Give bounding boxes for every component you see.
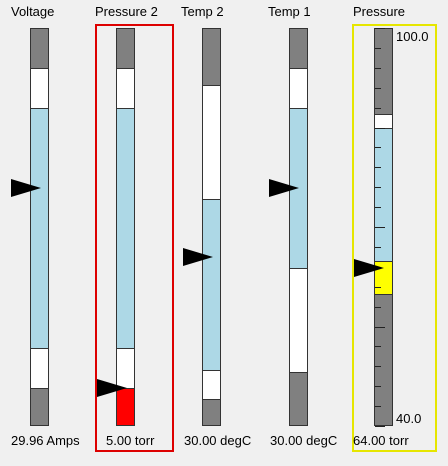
gauge-title: Voltage	[11, 4, 55, 19]
scale-tick	[375, 227, 385, 228]
scale-tick	[375, 366, 381, 367]
gauge-title: Pressure	[353, 4, 406, 19]
gauge-value: 29.96 Amps	[11, 433, 80, 448]
scale-tick	[375, 247, 381, 248]
normal-band	[203, 200, 220, 371]
warning-low-band	[31, 349, 48, 389]
scale-max-label: 100.0	[396, 29, 429, 44]
gauge-pressure[interactable]: Pressure 100.0 40.0 64.00 torr	[350, 0, 448, 466]
alarm-low-band	[203, 400, 220, 425]
alarm-low-band	[290, 373, 307, 425]
gauge-value: 64.00 torr	[353, 433, 409, 448]
scale-tick	[375, 346, 381, 347]
value-pointer-icon	[97, 379, 127, 397]
gauge-value: 30.00 degC	[270, 433, 338, 448]
highlight-frame	[352, 24, 437, 452]
alarm-high-band	[290, 29, 307, 69]
gauge-bar	[202, 28, 221, 426]
scale-tick	[375, 88, 381, 89]
scale-tick	[375, 386, 381, 387]
gauge-bar	[116, 28, 135, 426]
gauge-title: Temp 1	[268, 4, 311, 19]
warning-high-band	[290, 69, 307, 109]
scale-min-label: 40.0	[396, 411, 422, 426]
warning-high-band	[203, 86, 220, 200]
gauge-temp-1[interactable]: Temp 1 30.00 degC	[268, 0, 358, 466]
value-pointer-icon	[183, 248, 213, 266]
scale-tick	[375, 147, 381, 148]
alarm-high-band	[31, 29, 48, 69]
alarm-low-band	[31, 389, 48, 425]
alarm-high-band	[117, 29, 134, 69]
gauge-value: 5.00 torr	[106, 433, 155, 448]
value-pointer-icon	[269, 179, 299, 197]
scale-tick	[375, 68, 381, 69]
warning-high-band	[375, 115, 392, 129]
gauge-bar	[30, 28, 49, 426]
scale-tick	[375, 128, 385, 129]
gauge-temp-2[interactable]: Temp 2 30.00 degC	[180, 0, 270, 466]
scale-tick	[375, 207, 381, 208]
scale-tick	[375, 307, 381, 308]
scale-tick	[375, 426, 385, 427]
gauge-title: Temp 2	[181, 4, 224, 19]
gauge-pressure-2[interactable]: Pressure 2 5.00 torr	[90, 0, 180, 466]
alarm-high-band	[375, 29, 392, 115]
scale-tick	[375, 187, 381, 188]
scale-tick	[375, 287, 381, 288]
selection-frame	[95, 24, 174, 452]
normal-band	[375, 129, 392, 262]
value-pointer-icon	[11, 179, 41, 197]
alarm-low-fill	[117, 389, 134, 425]
scale-tick	[375, 167, 381, 168]
warning-high-band	[31, 69, 48, 109]
warning-low-band	[290, 269, 307, 373]
scale-tick	[375, 108, 381, 109]
alarm-high-band	[203, 29, 220, 86]
scale-tick	[375, 48, 381, 49]
warning-high-band	[117, 69, 134, 109]
gauge-voltage[interactable]: Voltage 29.96 Amps	[0, 0, 90, 466]
normal-band	[117, 109, 134, 349]
scale-tick	[375, 28, 385, 29]
gauge-bar	[374, 28, 393, 426]
normal-band	[31, 109, 48, 349]
gauge-bar	[289, 28, 308, 426]
value-pointer-icon	[354, 259, 384, 277]
scale-tick	[375, 327, 385, 328]
gauge-title: Pressure 2	[95, 4, 158, 19]
scale-tick	[375, 406, 381, 407]
warning-low-band	[203, 371, 220, 400]
gauge-value: 30.00 degC	[184, 433, 252, 448]
